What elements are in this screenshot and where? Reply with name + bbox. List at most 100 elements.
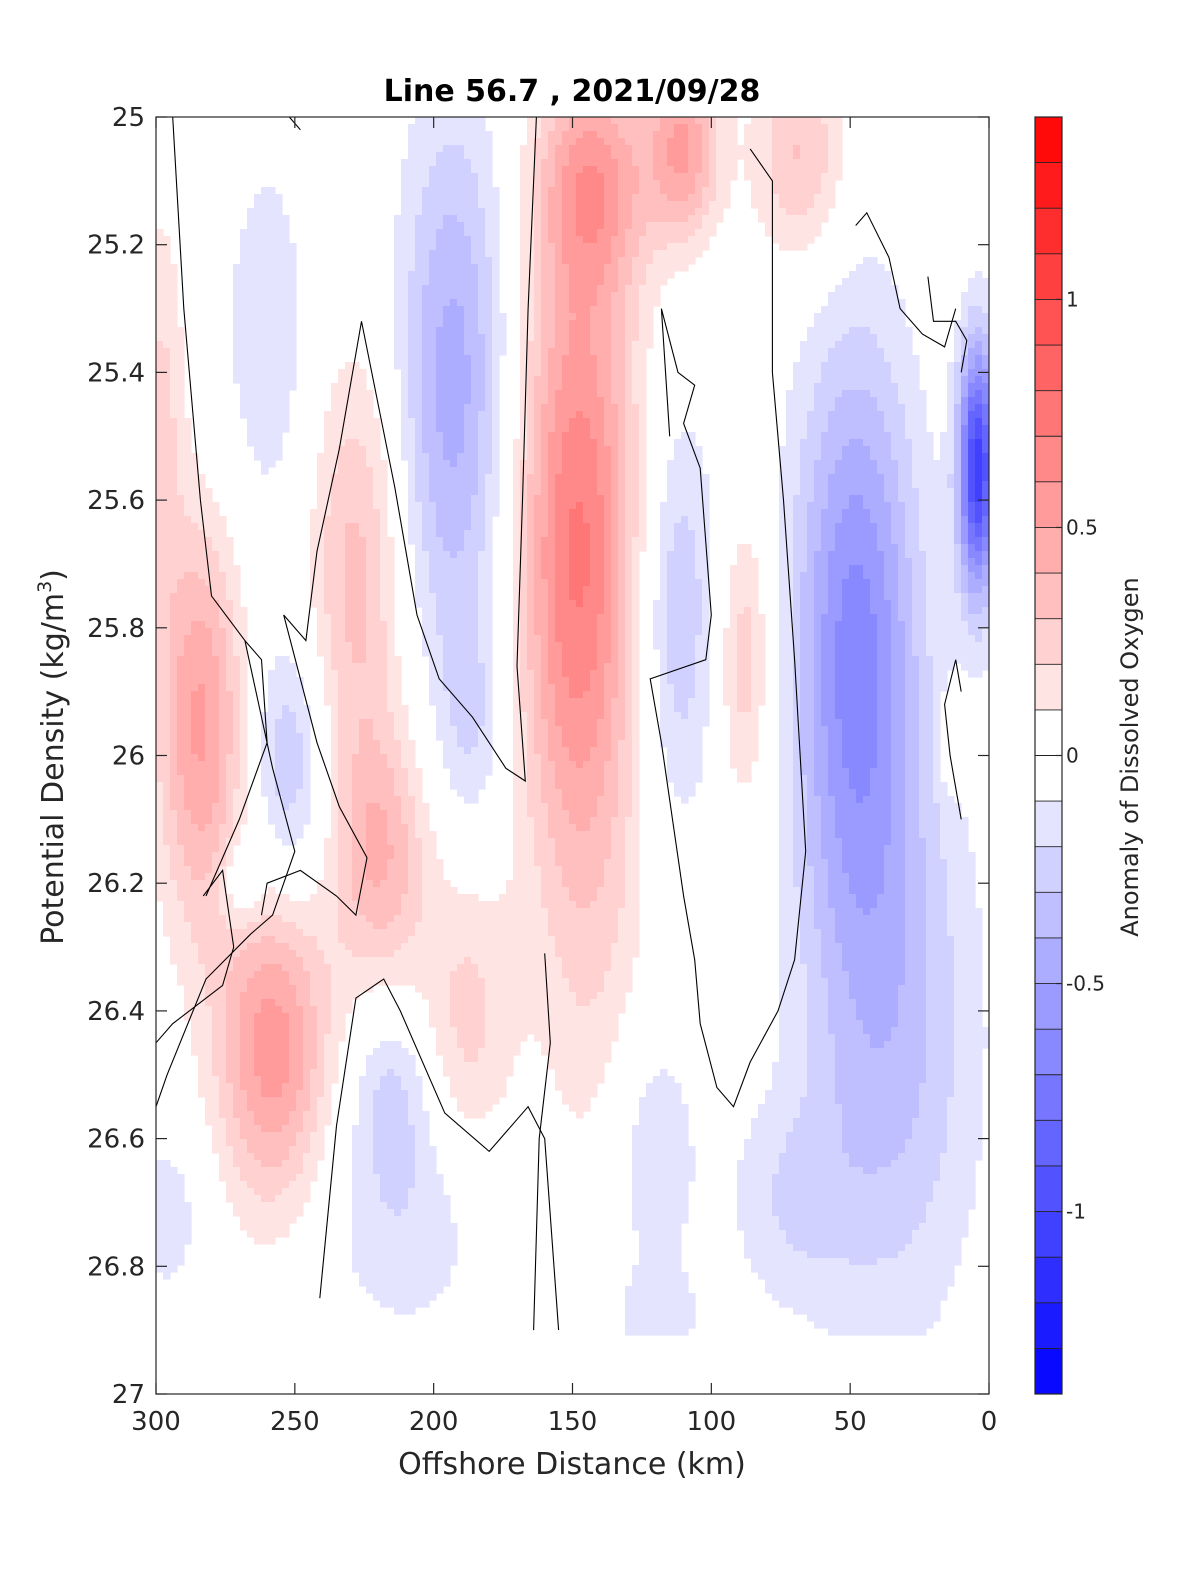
field-cell — [625, 117, 633, 125]
field-cell — [163, 306, 171, 314]
field-cell — [618, 558, 626, 566]
field-cell — [485, 243, 493, 251]
field-cell — [926, 516, 934, 524]
field-cell — [702, 124, 710, 132]
field-cell — [163, 474, 171, 482]
field-cell — [975, 460, 983, 468]
field-cell — [891, 348, 899, 356]
field-cell — [191, 495, 199, 503]
field-cell — [457, 348, 465, 356]
field-cell — [737, 579, 745, 587]
field-cell — [562, 600, 570, 608]
field-cell — [632, 187, 640, 195]
field-cell — [534, 243, 542, 251]
field-cell — [492, 278, 500, 286]
field-cell — [639, 509, 647, 517]
field-cell — [170, 544, 178, 552]
field-cell — [758, 208, 766, 216]
field-cell — [667, 523, 675, 531]
field-cell — [842, 355, 850, 363]
field-cell — [366, 565, 374, 573]
field-cell — [331, 537, 339, 545]
field-cell — [170, 299, 178, 307]
field-cell — [492, 250, 500, 258]
field-cell — [366, 558, 374, 566]
field-cell — [884, 397, 892, 405]
field-cell — [478, 502, 486, 510]
field-cell — [597, 593, 605, 601]
field-cell — [331, 453, 339, 461]
field-cell — [926, 453, 934, 461]
field-cell — [380, 481, 388, 489]
field-cell — [268, 404, 276, 412]
field-cell — [345, 579, 353, 587]
field-cell — [569, 187, 577, 195]
field-cell — [170, 285, 178, 293]
field-cell — [184, 551, 192, 559]
field-cell — [394, 292, 402, 300]
field-cell — [415, 117, 423, 125]
field-cell — [716, 138, 724, 146]
field-cell — [464, 306, 472, 314]
field-cell — [800, 579, 808, 587]
field-cell — [583, 250, 591, 258]
field-cell — [366, 579, 374, 587]
field-cell — [681, 187, 689, 195]
field-cell — [240, 397, 248, 405]
field-cell — [604, 572, 612, 580]
field-cell — [394, 229, 402, 237]
field-cell — [275, 264, 283, 272]
field-cell — [156, 579, 164, 587]
field-cell — [569, 313, 577, 321]
field-cell — [345, 411, 353, 419]
field-cell — [233, 376, 241, 384]
field-cell — [583, 439, 591, 447]
field-cell — [289, 313, 297, 321]
field-cell — [618, 348, 626, 356]
field-cell — [555, 411, 563, 419]
field-cell — [408, 481, 416, 489]
field-cell — [884, 586, 892, 594]
field-cell — [583, 565, 591, 573]
field-cell — [632, 166, 640, 174]
field-cell — [275, 369, 283, 377]
field-cell — [548, 236, 556, 244]
field-cell — [814, 362, 822, 370]
field-cell — [534, 523, 542, 531]
field-cell — [562, 383, 570, 391]
field-cell — [639, 152, 647, 160]
field-cell — [870, 509, 878, 517]
field-cell — [702, 586, 710, 594]
field-cell — [639, 250, 647, 258]
field-cell — [555, 306, 563, 314]
field-cell — [338, 397, 346, 405]
field-cell — [653, 138, 661, 146]
field-cell — [884, 530, 892, 538]
field-cell — [625, 313, 633, 321]
field-cell — [590, 446, 598, 454]
field-cell — [338, 530, 346, 538]
field-cell — [415, 600, 423, 608]
field-cell — [828, 460, 836, 468]
field-cell — [751, 131, 759, 139]
field-cell — [415, 439, 423, 447]
field-cell — [471, 579, 479, 587]
field-cell — [891, 313, 899, 321]
field-cell — [625, 600, 633, 608]
field-cell — [674, 453, 682, 461]
field-cell — [359, 390, 367, 398]
field-cell — [198, 523, 206, 531]
field-cell — [436, 523, 444, 531]
field-cell — [527, 467, 535, 475]
field-cell — [793, 467, 801, 475]
field-cell — [604, 243, 612, 251]
field-cell — [520, 376, 528, 384]
field-cell — [415, 278, 423, 286]
field-cell — [611, 390, 619, 398]
field-cell — [604, 376, 612, 384]
field-cell — [247, 271, 255, 279]
field-cell — [520, 320, 528, 328]
field-cell — [660, 537, 668, 545]
field-cell — [380, 558, 388, 566]
field-cell — [436, 418, 444, 426]
